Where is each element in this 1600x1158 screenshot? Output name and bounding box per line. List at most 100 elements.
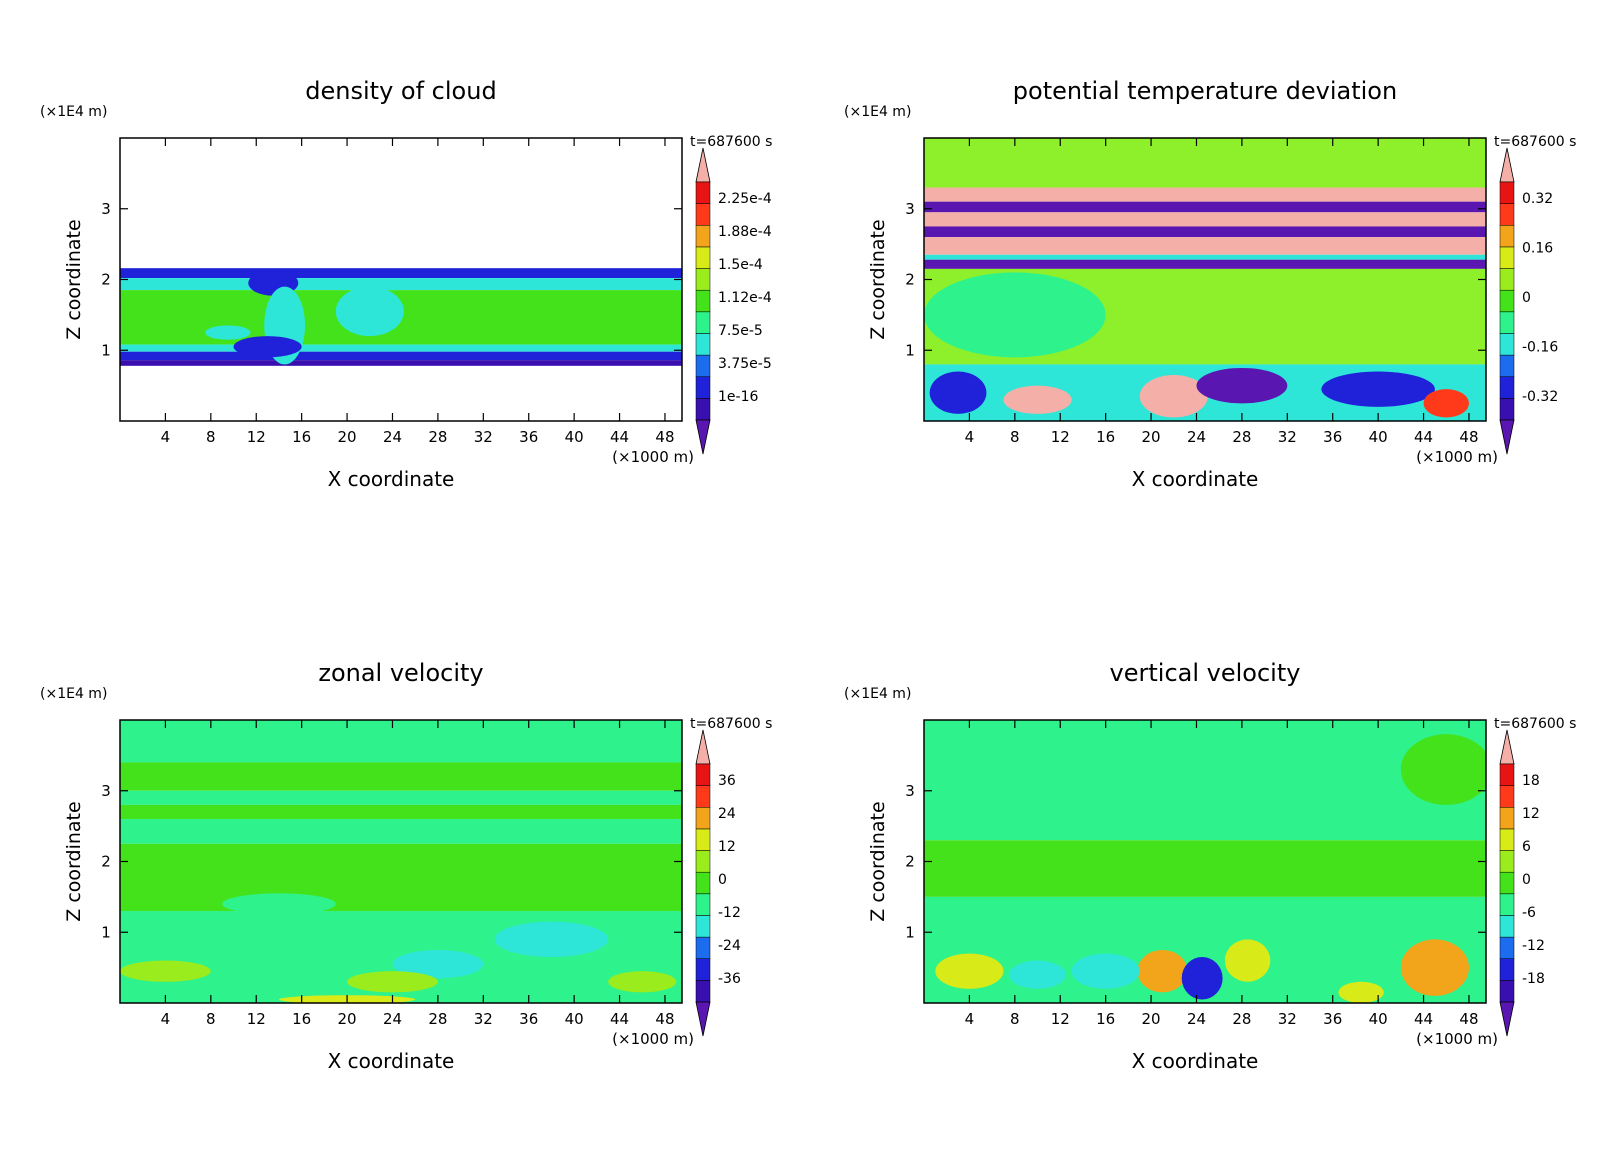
x-tick-label: 24 bbox=[383, 428, 402, 446]
x-tick-label: 36 bbox=[519, 1010, 538, 1028]
y-axis-label: Z coordinate bbox=[867, 219, 889, 339]
field-feature bbox=[347, 971, 438, 993]
colorbar-label: 1.12e-4 bbox=[718, 290, 772, 306]
plot-area bbox=[120, 138, 682, 421]
colorbar-cell bbox=[695, 203, 711, 226]
x-tick-label: 32 bbox=[1278, 1010, 1297, 1028]
field-band bbox=[120, 720, 682, 763]
x-tick-label: 36 bbox=[1323, 428, 1342, 446]
x-tick-label: 32 bbox=[1278, 428, 1297, 446]
colorbar-cell bbox=[1499, 785, 1515, 808]
x-tick-label: 20 bbox=[338, 1010, 357, 1028]
colorbar-cell bbox=[1499, 763, 1515, 786]
colorbar-bottom-arrow bbox=[695, 419, 711, 455]
colorbar-cell bbox=[1499, 980, 1515, 1003]
field-band bbox=[120, 762, 682, 791]
colorbar-label: 0.32 bbox=[1522, 191, 1553, 207]
field-band bbox=[924, 254, 1486, 260]
colorbar-cell bbox=[1499, 398, 1515, 421]
field-band bbox=[120, 278, 682, 291]
field-feature bbox=[1400, 734, 1486, 805]
field-band bbox=[924, 187, 1486, 202]
field-feature bbox=[1003, 385, 1072, 414]
colorbar-cell bbox=[1499, 289, 1515, 313]
colorbar-label: -36 bbox=[718, 971, 741, 987]
y-tick-label: 3 bbox=[101, 200, 111, 218]
x-tick-label: 12 bbox=[1051, 428, 1070, 446]
field-band bbox=[924, 237, 1486, 255]
x-axis-label: X coordinate bbox=[1132, 1049, 1259, 1073]
y-unit-label: (×1E4 m) bbox=[844, 104, 911, 120]
colorbar-label: 24 bbox=[718, 806, 736, 822]
x-tick-label: 20 bbox=[338, 428, 357, 446]
field-feature bbox=[935, 953, 1004, 989]
x-axis-label: X coordinate bbox=[328, 467, 455, 491]
x-tick-label: 40 bbox=[565, 428, 584, 446]
x-tick-label: 24 bbox=[383, 1010, 402, 1028]
colorbar-cell bbox=[695, 354, 711, 377]
chart-title: density of cloud bbox=[305, 77, 496, 105]
y-tick-label: 3 bbox=[905, 200, 915, 218]
y-unit-label: (×1E4 m) bbox=[40, 104, 107, 120]
colorbar-cell bbox=[695, 181, 711, 204]
x-tick-label: 16 bbox=[1096, 1010, 1115, 1028]
field-feature bbox=[120, 960, 211, 982]
colorbar-cell bbox=[695, 871, 711, 895]
colorbar-label: -0.16 bbox=[1522, 340, 1558, 356]
field-band bbox=[924, 840, 1486, 897]
colorbar-cell bbox=[695, 246, 711, 269]
x-tick-label: 4 bbox=[965, 1010, 975, 1028]
colorbar-label: 18 bbox=[1522, 773, 1540, 789]
colorbar-cell bbox=[695, 893, 711, 916]
colorbar-cell bbox=[695, 398, 711, 421]
field-feature bbox=[929, 371, 987, 414]
x-tick-label: 28 bbox=[428, 1010, 447, 1028]
colorbar-cell bbox=[695, 225, 711, 248]
colorbar-bottom-arrow bbox=[695, 1001, 711, 1037]
field-feature bbox=[924, 272, 1106, 358]
x-tick-label: 4 bbox=[965, 428, 975, 446]
field-feature bbox=[233, 336, 302, 358]
field-band bbox=[120, 804, 682, 820]
colorbar-cell bbox=[695, 763, 711, 786]
colorbar-cell bbox=[695, 958, 711, 981]
colorbar-top-arrow bbox=[695, 147, 711, 183]
field-feature bbox=[494, 921, 609, 958]
colorbar-label: 0 bbox=[718, 872, 727, 888]
colorbar-cell bbox=[1499, 936, 1515, 959]
colorbar-cell bbox=[695, 333, 711, 356]
field-band bbox=[924, 138, 1486, 188]
y-axis-label: Z coordinate bbox=[63, 219, 85, 339]
chart-title: vertical velocity bbox=[1110, 659, 1301, 687]
colorbar-cell bbox=[695, 850, 711, 873]
field-feature bbox=[392, 949, 484, 979]
chart-title: potential temperature deviation bbox=[1013, 77, 1397, 105]
x-tick-label: 24 bbox=[1187, 428, 1206, 446]
colorbar-label: 6 bbox=[1522, 839, 1531, 855]
colorbar-cell bbox=[1499, 181, 1515, 204]
colorbar-cell bbox=[695, 376, 711, 399]
field-feature bbox=[1224, 939, 1271, 982]
x-tick-label: 4 bbox=[161, 1010, 171, 1028]
x-tick-label: 32 bbox=[474, 428, 493, 446]
colorbar-cell bbox=[695, 807, 711, 830]
colorbar-label: -0.32 bbox=[1522, 389, 1558, 405]
field-band bbox=[924, 259, 1486, 269]
colorbar-label: 0 bbox=[1522, 290, 1531, 306]
x-tick-label: 44 bbox=[1414, 1010, 1433, 1028]
field-band bbox=[924, 226, 1486, 238]
y-tick-label: 3 bbox=[905, 782, 915, 800]
colorbar-cell bbox=[1499, 807, 1515, 830]
x-tick-label: 28 bbox=[1232, 428, 1251, 446]
colorbar-cell bbox=[695, 980, 711, 1003]
y-tick-label: 3 bbox=[101, 782, 111, 800]
field-feature bbox=[1139, 375, 1208, 418]
x-tick-label: 40 bbox=[1369, 428, 1388, 446]
field-feature bbox=[1423, 389, 1469, 418]
field-band bbox=[120, 268, 682, 279]
plot-area bbox=[924, 720, 1486, 1003]
colorbar-label: 1e-16 bbox=[718, 389, 758, 405]
field-band bbox=[120, 360, 682, 366]
